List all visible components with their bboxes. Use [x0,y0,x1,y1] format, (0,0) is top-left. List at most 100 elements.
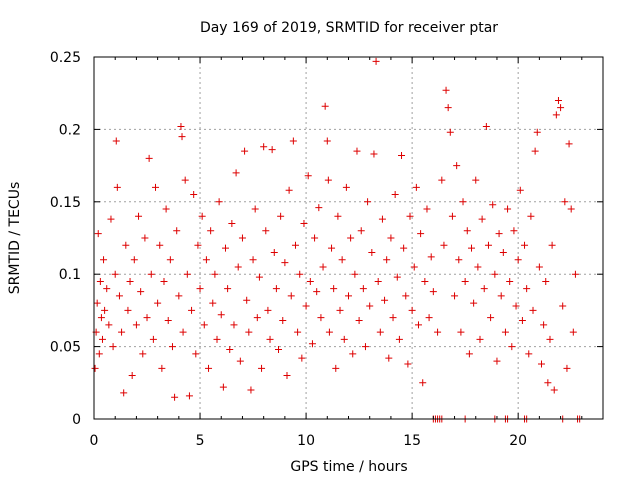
data-point [414,321,422,329]
data-point [139,350,147,358]
data-point [537,360,545,368]
data-point [569,328,577,336]
data-point [476,335,484,343]
data-point [296,270,304,278]
data-point [112,137,120,145]
data-point [317,314,325,322]
data-point [459,198,467,206]
data-point [463,227,471,235]
data-point [412,183,420,191]
data-point [321,102,329,110]
data-point [323,137,331,145]
x-axis-label: GPS time / hours [290,459,407,475]
data-point [260,143,268,151]
data-point [245,328,253,336]
data-point [111,270,119,278]
data-point [98,335,106,343]
data-point [546,335,554,343]
data-point [160,277,168,285]
data-point [529,306,537,314]
data-point [300,220,308,228]
data-point [247,386,255,394]
data-point [332,364,340,372]
data-point [552,111,560,119]
data-point [262,227,270,235]
data-point [554,96,562,104]
data-point [287,292,295,300]
data-point [389,314,397,322]
data-point [224,285,232,293]
data-point [135,212,143,220]
data-point [162,205,170,213]
data-point [209,299,217,307]
data-point [484,241,492,249]
data-point [470,299,478,307]
y-axis-label: SRMTID / TECUs [7,182,23,295]
data-point [185,392,193,400]
data-point [548,241,556,249]
data-point [504,205,512,213]
data-point [124,306,132,314]
data-point [94,230,102,238]
y-tick-label: 0 [72,412,81,428]
data-point [194,241,202,249]
y-tick-label: 0.25 [50,50,81,66]
data-point [408,306,416,314]
data-point [264,306,272,314]
data-point [188,306,196,314]
data-point [461,277,469,285]
data-point [166,256,174,264]
data-point [338,256,346,264]
data-point [567,205,575,213]
data-point [455,256,463,264]
data-point [230,321,238,329]
data-point [465,350,473,358]
data-point [442,86,450,94]
data-point [518,317,526,325]
data-point [173,227,181,235]
data-point [266,335,274,343]
data-point [334,212,342,220]
data-point [253,314,261,322]
data-point [143,314,151,322]
data-point [468,244,476,252]
data-point [96,277,104,285]
data-point [211,270,219,278]
data-point [120,389,128,397]
data-point [535,263,543,271]
data-point [141,234,149,242]
data-point [154,299,162,307]
data-point [95,350,103,358]
y-tick-label: 0.2 [59,122,81,138]
data-point [181,176,189,184]
data-point [406,212,414,220]
data-point [324,176,332,184]
data-point [404,360,412,368]
data-point [559,302,567,310]
data-point [508,343,516,351]
data-point [521,241,529,249]
data-point [489,201,497,209]
data-point [542,277,550,285]
data-point [438,176,446,184]
data-point [491,270,499,278]
data-point [147,270,155,278]
data-point [328,244,336,252]
data-point [368,248,376,256]
data-point [200,321,208,329]
data-point [493,357,501,365]
data-point [427,253,435,261]
data-point [132,321,140,329]
data-point [353,147,361,155]
data-point [550,386,558,394]
data-point [446,128,454,136]
axis-ticks: 0 5 10 15 20 0 0.05 0.1 0.15 0.2 0.25 [50,50,603,449]
data-point [306,277,314,285]
data-point [342,183,350,191]
data-point [506,277,514,285]
data-point [402,292,410,300]
data-point [196,285,204,293]
data-point [236,357,244,365]
data-point [434,328,442,336]
